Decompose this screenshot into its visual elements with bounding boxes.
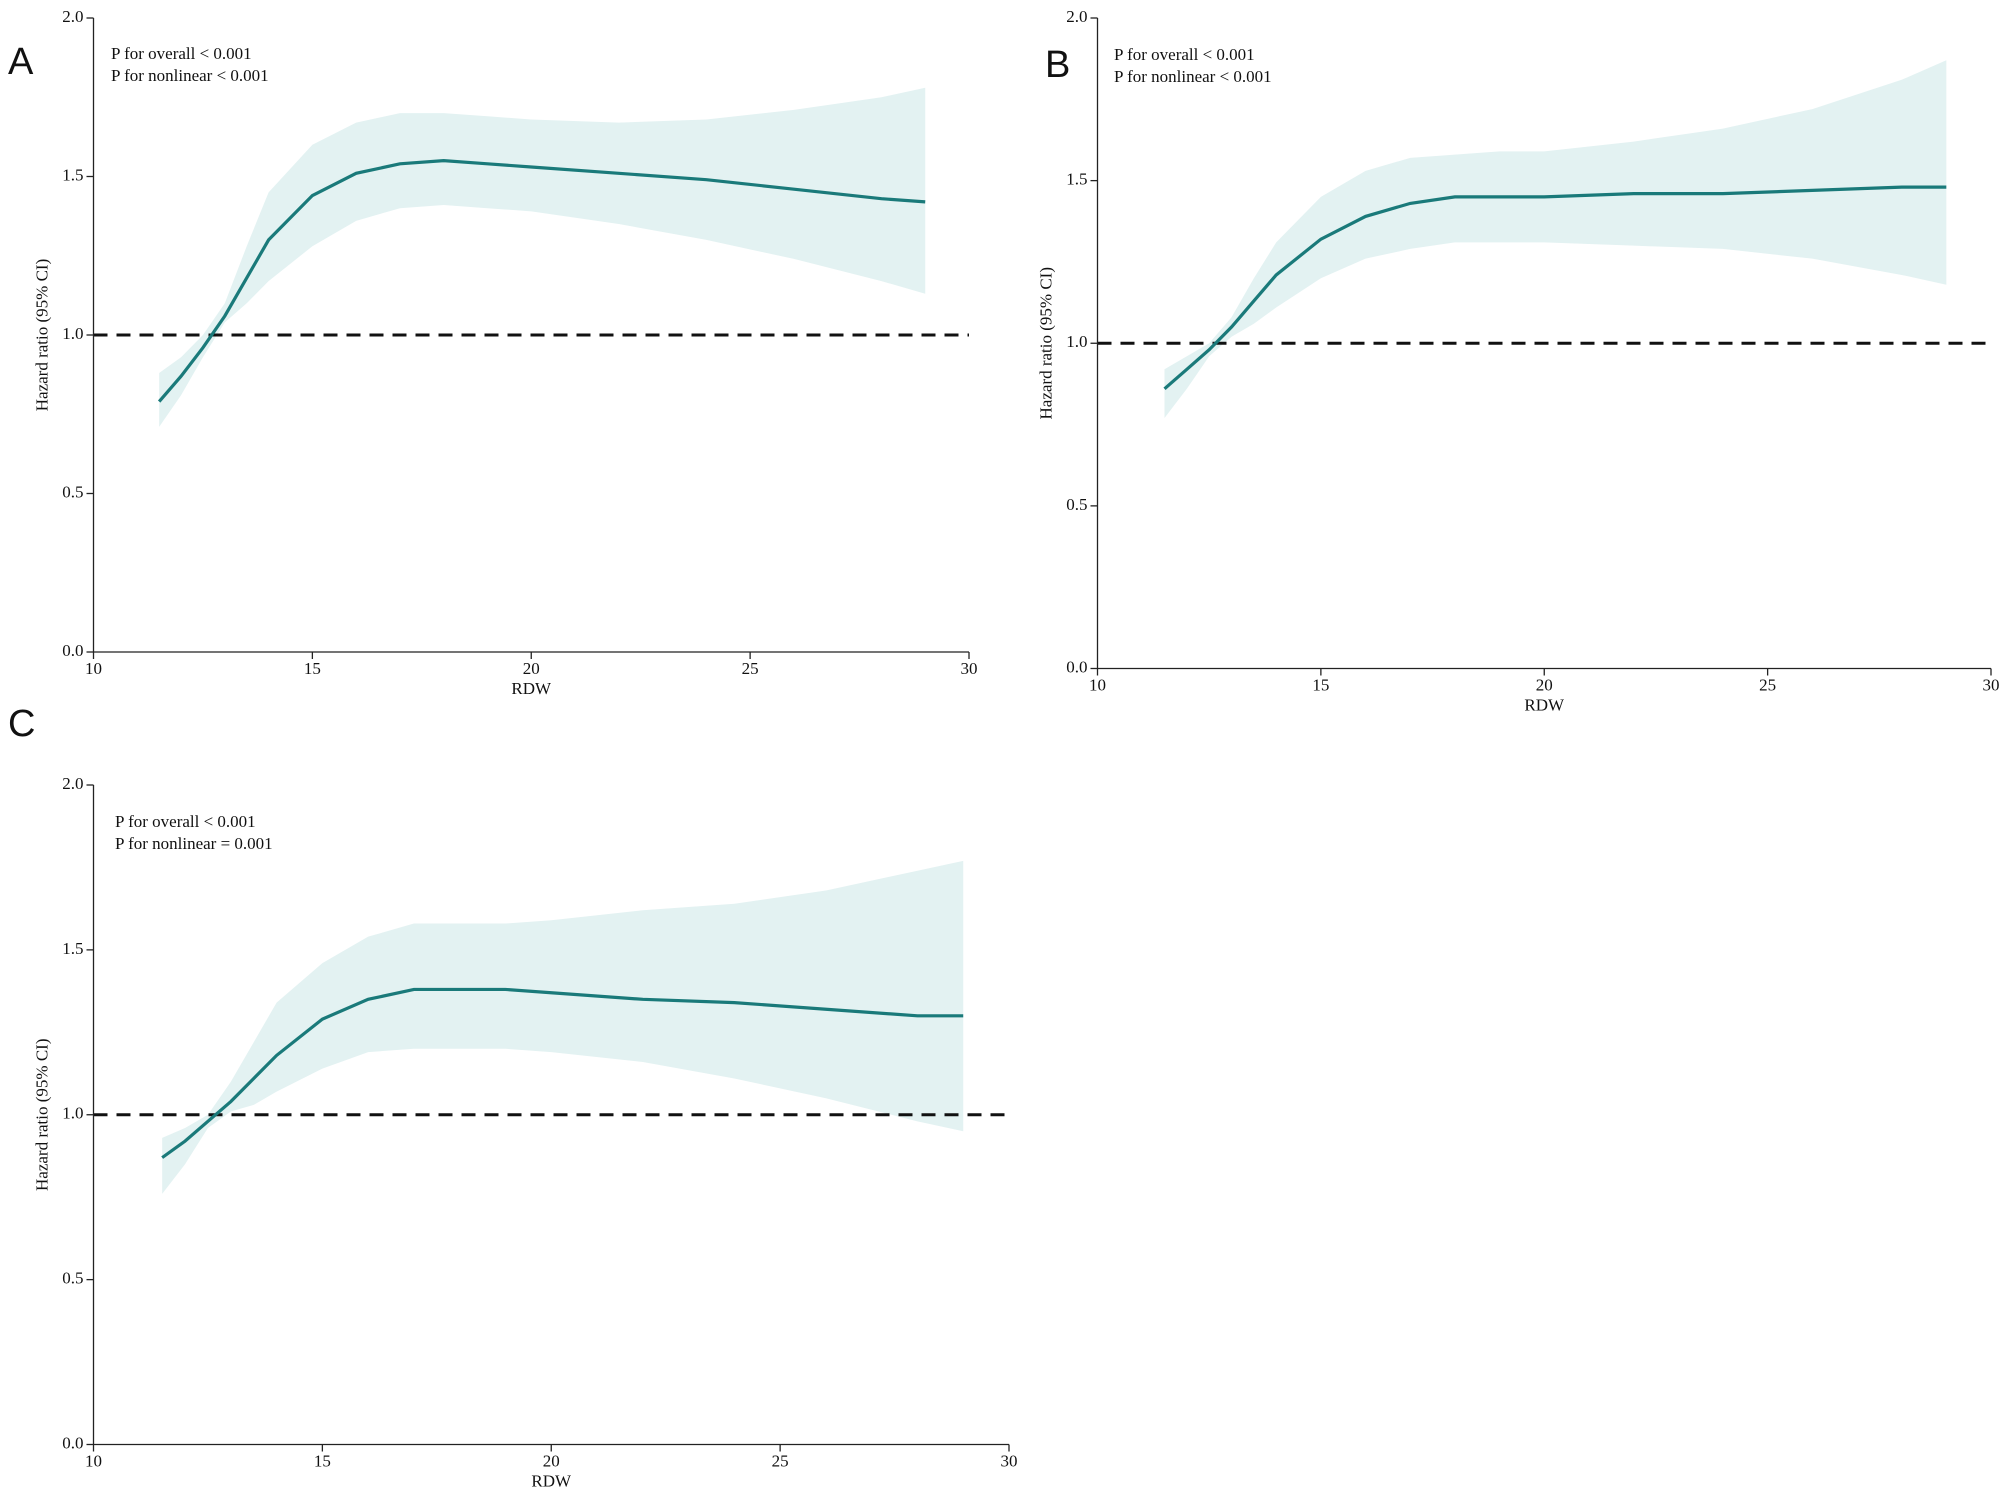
x-tick-label: 30 — [1001, 1451, 1018, 1470]
x-axis-label: RDW — [531, 1471, 572, 1490]
x-tick-label: 20 — [543, 1451, 560, 1470]
y-tick-label: 0.0 — [62, 1433, 83, 1452]
y-tick-label: 0.5 — [62, 482, 83, 501]
x-tick-label: 10 — [1089, 675, 1106, 694]
panel-label: A — [8, 41, 34, 83]
x-tick-label: 20 — [1536, 675, 1553, 694]
x-axis-label: RDW — [1524, 695, 1565, 714]
y-tick-label: 2.0 — [62, 7, 83, 26]
y-axis-label: Hazard ratio (95% CI) — [1036, 267, 1055, 419]
y-tick-label: 1.0 — [62, 324, 83, 343]
annotation: P for overall < 0.001 — [115, 812, 256, 831]
x-tick-label: 25 — [1759, 675, 1776, 694]
x-tick-label: 15 — [314, 1451, 331, 1470]
panel-label: B — [1045, 44, 1070, 86]
ci-band — [1164, 60, 1947, 419]
y-tick-label: 1.0 — [1066, 332, 1087, 351]
y-tick-label: 0.0 — [62, 641, 83, 660]
annotation: P for nonlinear < 0.001 — [1114, 67, 1272, 86]
y-tick-label: 0.5 — [1066, 495, 1087, 514]
annotation: P for overall < 0.001 — [1114, 45, 1255, 64]
x-tick-label: 10 — [85, 659, 102, 678]
y-tick-label: 0.5 — [62, 1269, 83, 1288]
annotation: P for nonlinear = 0.001 — [115, 834, 273, 853]
hr-curve — [161, 987, 964, 1159]
y-axis-label: Hazard ratio (95% CI) — [32, 1039, 51, 1191]
x-tick-label: 25 — [742, 659, 759, 678]
x-tick-label: 15 — [1312, 675, 1329, 694]
y-tick-label: 1.0 — [62, 1104, 83, 1123]
y-tick-label: 1.5 — [62, 939, 83, 958]
x-axis-label: RDW — [511, 679, 552, 698]
y-tick-label: 2.0 — [62, 774, 83, 793]
y-tick-label: 0.0 — [1066, 657, 1087, 676]
y-tick-label: 1.5 — [1066, 170, 1087, 189]
hr-curve — [1163, 185, 1947, 390]
x-tick-label: 20 — [523, 659, 540, 678]
x-tick-label: 15 — [304, 659, 321, 678]
panel-label: C — [8, 703, 35, 745]
x-tick-label: 25 — [772, 1451, 789, 1470]
annotation: P for overall < 0.001 — [111, 44, 252, 63]
annotation: P for nonlinear < 0.001 — [111, 66, 269, 85]
y-tick-label: 1.5 — [62, 165, 83, 184]
ci-band — [159, 87, 926, 427]
ci-band — [162, 860, 964, 1194]
x-tick-label: 30 — [1983, 675, 2000, 694]
y-tick-label: 2.0 — [1066, 7, 1087, 26]
x-tick-label: 30 — [961, 659, 978, 678]
x-tick-label: 10 — [85, 1451, 102, 1470]
hr-curve — [157, 159, 926, 403]
y-axis-label: Hazard ratio (95% CI) — [32, 259, 51, 411]
